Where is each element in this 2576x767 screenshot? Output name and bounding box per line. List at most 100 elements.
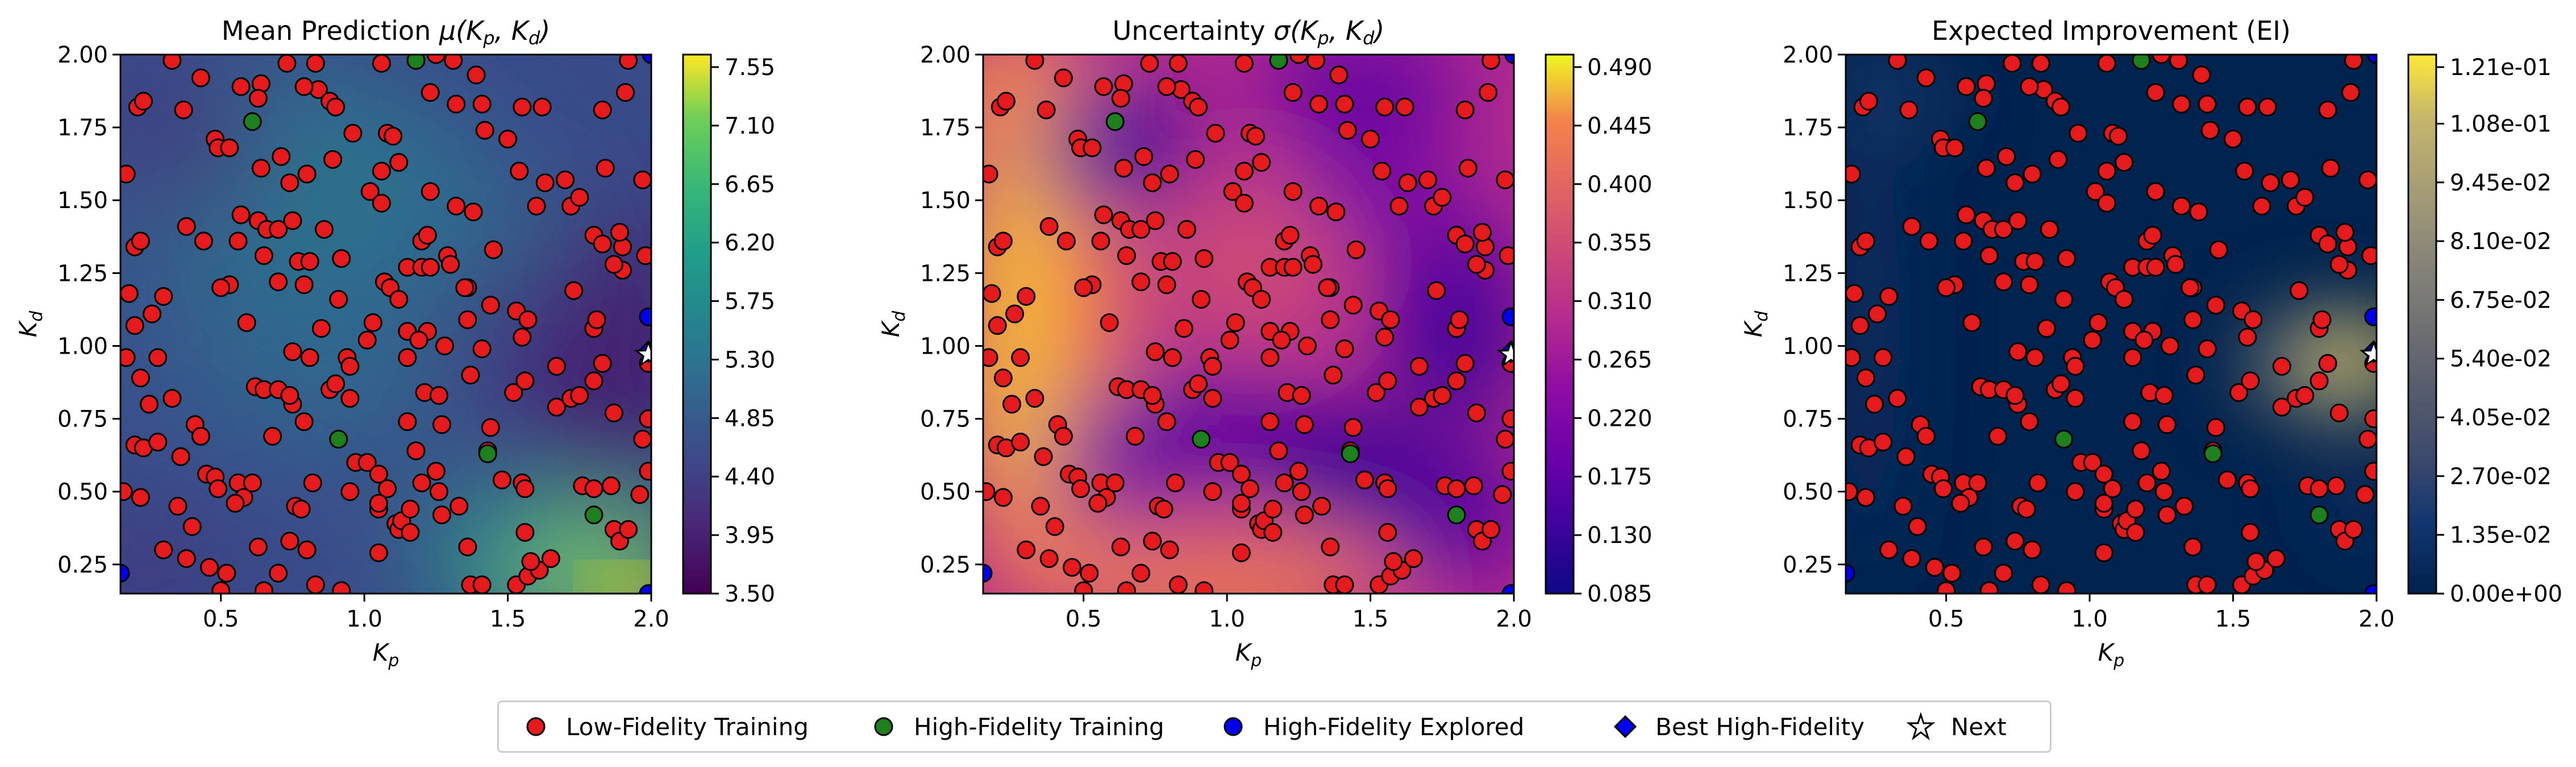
low-fidelity-point: [1908, 517, 1927, 536]
legend-marker-best: [1613, 715, 1637, 739]
low-fidelity-point: [1011, 433, 1030, 452]
low-fidelity-point: [277, 55, 297, 73]
low-fidelity-point: [1899, 100, 1919, 119]
low-fidelity-point: [1856, 488, 1875, 507]
low-fidelity-point: [2241, 523, 2260, 542]
legend-star-icon: [1906, 712, 1936, 741]
low-fidelity-point: [2066, 356, 2085, 376]
low-fidelity-point: [294, 275, 314, 295]
low-fidelity-point: [1203, 389, 1222, 408]
low-fidelity-point: [1163, 252, 1182, 271]
y-tick-label: 1.50: [57, 188, 108, 214]
low-fidelity-point: [1002, 395, 1021, 414]
x-tick-label: 2.0: [1496, 606, 1532, 632]
low-fidelity-point: [269, 219, 288, 239]
low-fidelity-point: [1942, 563, 1962, 583]
low-fidelity-point: [518, 310, 538, 329]
explored-point: [642, 55, 651, 64]
low-fidelity-point: [357, 453, 377, 472]
low-fidelity-point: [1039, 217, 1059, 236]
low-fidelity-point: [426, 55, 446, 64]
low-fidelity-point: [1450, 310, 1469, 329]
low-fidelity-point: [1168, 55, 1188, 73]
low-fidelity-point: [1272, 330, 1291, 350]
low-fidelity-point: [1455, 234, 1475, 254]
low-fidelity-point: [148, 433, 168, 452]
low-fidelity-point: [2094, 465, 2113, 484]
low-fidelity-point: [1263, 523, 1283, 542]
low-fidelity-point: [1846, 284, 1864, 303]
low-fidelity-point: [1260, 348, 1280, 367]
explored-point: [1846, 563, 1855, 583]
low-fidelity-point: [1925, 558, 1945, 577]
low-fidelity-point: [633, 429, 651, 449]
y-tick-label: 0.25: [920, 552, 971, 578]
low-fidelity-point: [1846, 482, 1858, 501]
y-tick-label: 2.00: [920, 42, 971, 68]
low-fidelity-point: [2097, 193, 2116, 213]
high-fidelity-point: [406, 55, 426, 70]
low-fidelity-point: [211, 581, 231, 594]
low-fidelity-point: [2037, 319, 2056, 338]
low-fidelity-point: [1292, 386, 1311, 405]
low-fidelity-point: [418, 226, 437, 245]
low-fidelity-point: [1375, 327, 1395, 347]
low-fidelity-point: [481, 418, 500, 437]
low-fidelity-point: [1888, 389, 1907, 408]
low-fidelity-point: [1874, 433, 1893, 452]
low-fidelity-point: [447, 196, 466, 215]
low-fidelity-point: [2086, 182, 2105, 201]
y-tick-label: 1.75: [57, 115, 108, 141]
low-fidelity-point: [1157, 412, 1176, 432]
low-fidelity-point: [515, 523, 535, 542]
low-fidelity-point: [1131, 563, 1151, 583]
low-fidelity-point: [1481, 55, 1501, 70]
low-fidelity-point: [191, 426, 210, 446]
low-fidelity-point: [1034, 447, 1053, 466]
colorbar-tick-label: 0.265: [1587, 347, 1653, 373]
low-fidelity-point: [2238, 327, 2257, 347]
low-fidelity-point: [2151, 55, 2171, 64]
low-fidelity-point: [409, 330, 428, 350]
low-fidelity-point: [630, 485, 650, 504]
high-fidelity-point: [1105, 112, 1125, 131]
high-fidelity-point: [2203, 444, 2223, 463]
low-fidelity-point: [1395, 97, 1414, 117]
low-fidelity-point: [1464, 476, 1483, 495]
low-fidelity-point: [1025, 55, 1044, 70]
low-fidelity-point: [1447, 479, 1466, 499]
low-fidelity-point: [211, 278, 231, 297]
x-tick-label: 1.5: [1352, 606, 1389, 632]
low-fidelity-point: [2146, 83, 2165, 102]
low-fidelity-point: [2008, 211, 2028, 230]
low-fidelity-point: [1131, 219, 1151, 239]
colorbar-mean: [683, 55, 711, 594]
low-fidelity-point: [1094, 205, 1113, 225]
low-fidelity-point: [154, 287, 173, 306]
low-fidelity-point: [2057, 249, 2076, 268]
low-fidelity-point: [131, 231, 150, 251]
low-fidelity-point: [2031, 55, 2050, 73]
low-fidelity-point: [2281, 170, 2300, 189]
low-fidelity-point: [1496, 170, 1514, 189]
low-fidelity-point: [1937, 278, 1956, 297]
low-fidelity-point: [300, 348, 319, 367]
legend-label-next: Next: [1951, 712, 2007, 741]
low-fidelity-point: [2318, 100, 2337, 119]
low-fidelity-point: [564, 281, 584, 300]
low-fidelity-point: [332, 581, 351, 594]
low-fidelity-point: [231, 205, 251, 225]
low-fidelity-point: [1186, 150, 1205, 169]
low-fidelity-point: [2335, 223, 2354, 242]
low-fidelity-point: [1017, 287, 1036, 306]
y-tick-label: 1.50: [920, 188, 971, 214]
low-fidelity-point: [1381, 310, 1400, 329]
low-fidelity-point: [1378, 523, 1397, 542]
low-fidelity-point: [1143, 173, 1162, 192]
panel-uncertainty-title: Uncertainty σ(Kp, Kd): [1113, 15, 1385, 49]
low-fidelity-point: [1372, 161, 1392, 181]
low-fidelity-point: [297, 540, 317, 559]
low-fidelity-point: [1893, 496, 1913, 516]
low-fidelity-point: [2206, 418, 2225, 437]
